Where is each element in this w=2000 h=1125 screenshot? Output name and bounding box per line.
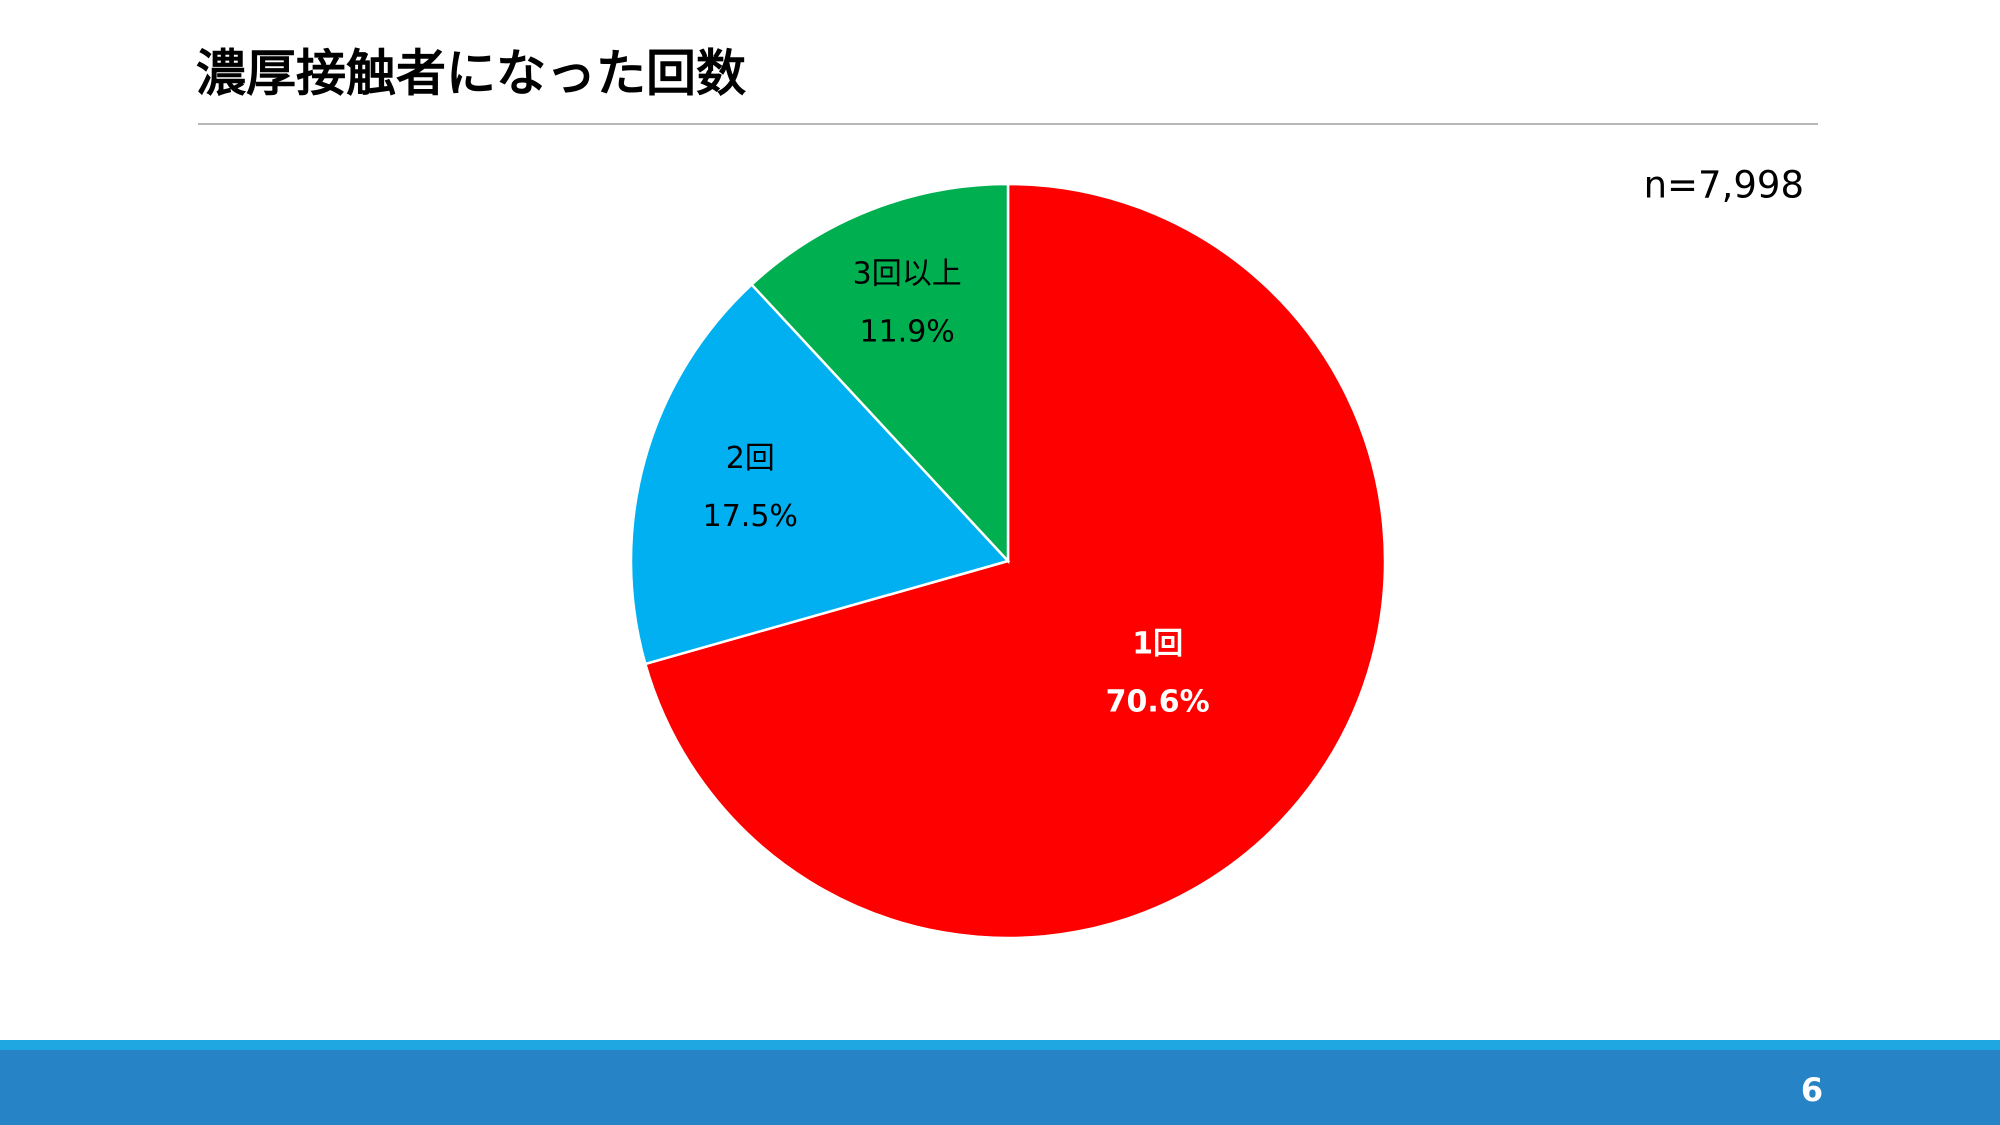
slice-value-label: 17.5% — [703, 499, 798, 534]
slice-category-label: 3回以上 — [853, 256, 962, 291]
chart-title: 濃厚接触者になった回数 — [196, 45, 746, 103]
pie-slice — [629, 282, 1011, 666]
sample-size: n=7,998 — [1644, 164, 1804, 207]
slice-category-label: 2回 — [726, 441, 775, 476]
footer-stripe — [0, 1040, 2000, 1051]
pie-slice — [749, 182, 1010, 565]
slice-category-label: 1回 — [1132, 627, 1183, 662]
slice-value-label: 70.6% — [1106, 685, 1210, 720]
slice-value-label: 11.9% — [860, 314, 955, 349]
page-number: 6 — [1801, 1071, 1823, 1109]
footer-band — [0, 1050, 2000, 1125]
pie-slice — [643, 182, 1387, 940]
